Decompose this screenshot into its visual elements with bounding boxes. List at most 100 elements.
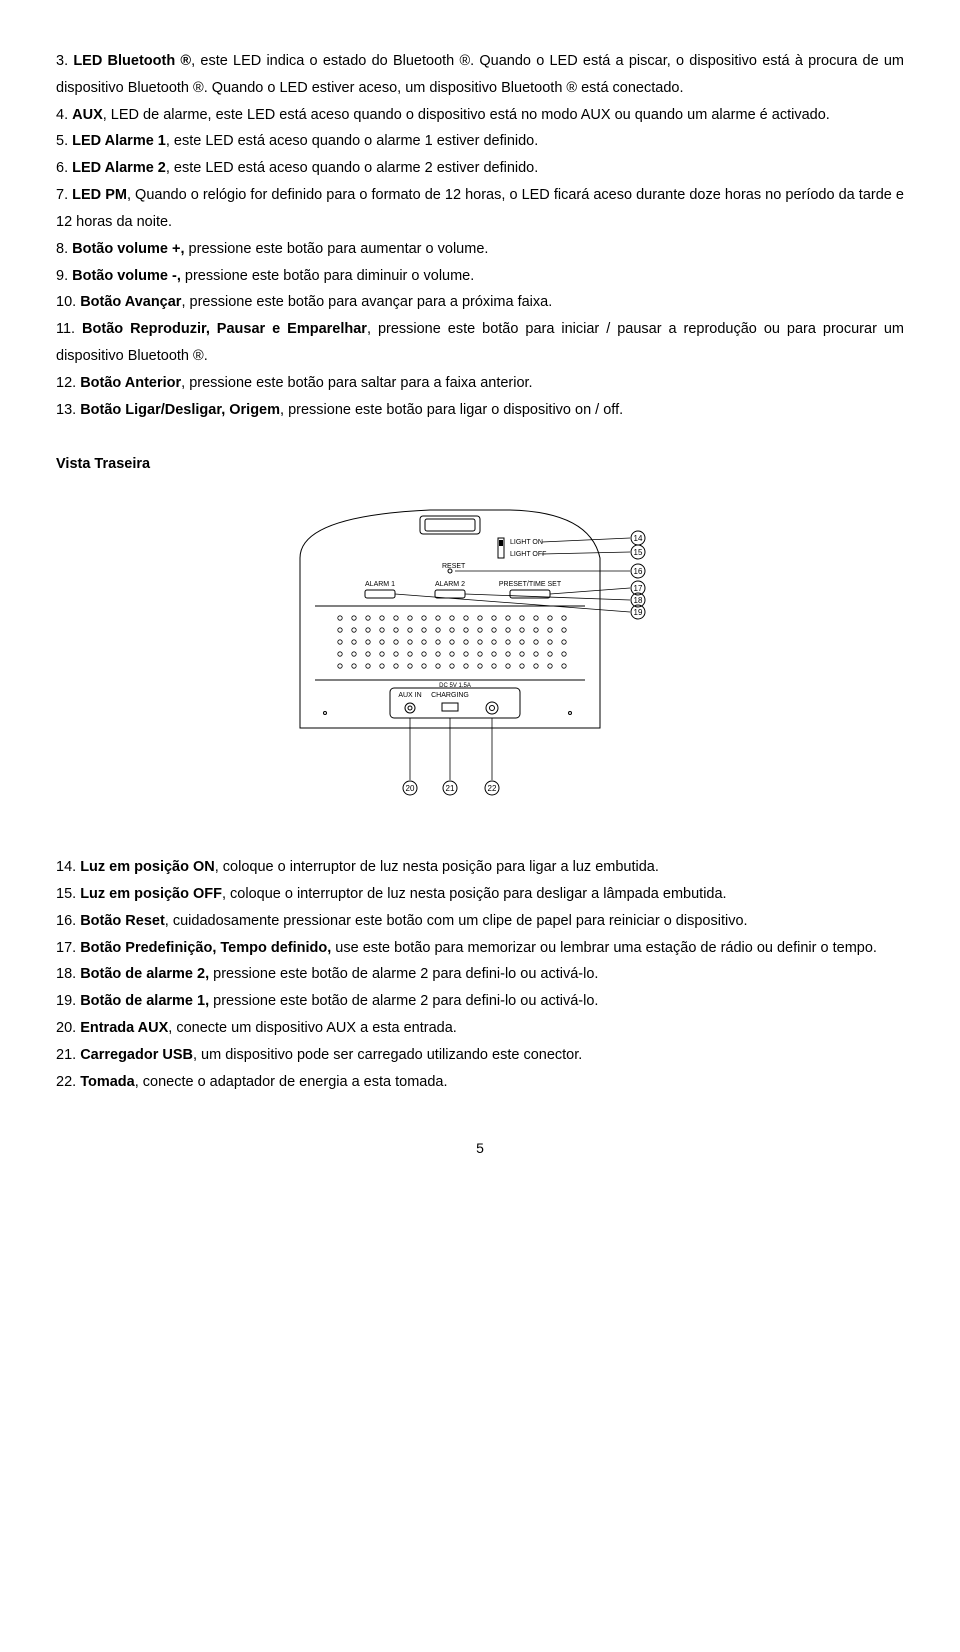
item-number: 12. — [56, 375, 80, 391]
item-number: 15. — [56, 886, 80, 902]
item-label: Luz em posição ON — [80, 859, 215, 875]
item-label: Botão volume -, — [72, 268, 181, 284]
item-number: 16. — [56, 913, 80, 929]
item-label: Botão Reset — [80, 913, 165, 929]
list-item: 7. LED PM, Quando o relógio for definido… — [56, 182, 904, 236]
item-number: 18. — [56, 966, 80, 982]
item-description: , cuidadosamente pressionar este botão c… — [165, 913, 748, 929]
item-number: 6. — [56, 160, 72, 176]
list-item: 5. LED Alarme 1, este LED está aceso qua… — [56, 128, 904, 155]
item-list-top: 3. LED Bluetooth ®, este LED indica o es… — [56, 48, 904, 423]
svg-text:14: 14 — [634, 534, 643, 543]
list-item: 10. Botão Avançar, pressione este botão … — [56, 289, 904, 316]
list-item: 22. Tomada, conecte o adaptador de energ… — [56, 1069, 904, 1096]
list-item: 3. LED Bluetooth ®, este LED indica o es… — [56, 48, 904, 102]
item-label: Botão Predefinição, Tempo definido, — [80, 940, 331, 956]
list-item: 8. Botão volume +, pressione este botão … — [56, 236, 904, 263]
item-label: LED Bluetooth ® — [73, 53, 191, 69]
item-description: use este botão para memorizar ou lembrar… — [331, 940, 877, 956]
svg-text:21: 21 — [446, 784, 455, 793]
item-number: 13. — [56, 402, 80, 418]
list-item: 20. Entrada AUX, conecte um dispositivo … — [56, 1015, 904, 1042]
svg-text:CHARGING: CHARGING — [431, 692, 469, 699]
item-description: , LED de alarme, este LED está aceso qua… — [103, 107, 830, 123]
item-description: pressione este botão para aumentar o vol… — [185, 241, 489, 257]
list-item: 13. Botão Ligar/Desligar, Origem, pressi… — [56, 397, 904, 424]
item-number: 14. — [56, 859, 80, 875]
item-list-bottom: 14. Luz em posição ON, coloque o interru… — [56, 854, 904, 1095]
item-number: 8. — [56, 241, 72, 257]
item-label: AUX — [72, 107, 103, 123]
list-item: 21. Carregador USB, um dispositivo pode … — [56, 1042, 904, 1069]
item-label: Botão de alarme 2, — [80, 966, 209, 982]
item-description: , pressione este botão para ligar o disp… — [280, 402, 623, 418]
list-item: 9. Botão volume -, pressione este botão … — [56, 263, 904, 290]
item-label: Botão Ligar/Desligar, Origem — [80, 402, 280, 418]
item-label: Botão Reproduzir, Pausar e Emparelhar — [82, 321, 367, 337]
item-number: 17. — [56, 940, 80, 956]
item-label: Tomada — [80, 1074, 135, 1090]
item-description: , coloque o interruptor de luz nesta pos… — [215, 859, 659, 875]
item-description: , Quando o relógio for definido para o f… — [56, 187, 904, 230]
svg-text:PRESET/TIME SET: PRESET/TIME SET — [499, 581, 562, 588]
item-number: 7. — [56, 187, 72, 203]
item-number: 21. — [56, 1047, 80, 1063]
item-description: , pressione este botão para saltar para … — [181, 375, 532, 391]
item-description: , este LED está aceso quando o alarme 2 … — [166, 160, 538, 176]
item-number: 4. — [56, 107, 72, 123]
svg-text:15: 15 — [634, 548, 643, 557]
page-number: 5 — [56, 1136, 904, 1162]
item-label: Botão de alarme 1, — [80, 993, 209, 1009]
item-description: , conecte o adaptador de energia a esta … — [135, 1074, 448, 1090]
item-label: Botão Avançar — [80, 294, 181, 310]
svg-text:LIGHT ON: LIGHT ON — [510, 539, 543, 546]
item-description: , um dispositivo pode ser carregado util… — [193, 1047, 582, 1063]
svg-text:LIGHT OFF: LIGHT OFF — [510, 551, 546, 558]
svg-text:19: 19 — [634, 608, 643, 617]
svg-text:16: 16 — [634, 567, 643, 576]
rear-view-diagram: LIGHT ON LIGHT OFF RESET ALARM 1 ALARM 2 PRES… — [270, 498, 690, 818]
item-number: 5. — [56, 133, 72, 149]
item-description: , coloque o interruptor de luz nesta pos… — [222, 886, 727, 902]
list-item: 16. Botão Reset, cuidadosamente pression… — [56, 908, 904, 935]
item-label: LED Alarme 1 — [72, 133, 166, 149]
item-number: 9. — [56, 268, 72, 284]
item-description: pressione este botão de alarme 2 para de… — [209, 966, 598, 982]
item-label: LED Alarme 2 — [72, 160, 166, 176]
list-item: 15. Luz em posição OFF, coloque o interr… — [56, 881, 904, 908]
item-label: LED PM — [72, 187, 127, 203]
item-number: 11. — [56, 321, 82, 337]
list-item: 11. Botão Reproduzir, Pausar e Emparelha… — [56, 316, 904, 370]
list-item: 14. Luz em posição ON, coloque o interru… — [56, 854, 904, 881]
svg-text:17: 17 — [634, 584, 643, 593]
svg-text:20: 20 — [406, 784, 415, 793]
item-label: Botão Anterior — [80, 375, 181, 391]
svg-text:AUX IN: AUX IN — [398, 692, 421, 699]
svg-text:DC 5V 1.5A: DC 5V 1.5A — [439, 683, 471, 689]
item-description: , pressione este botão para avançar para… — [181, 294, 552, 310]
item-label: Luz em posição OFF — [80, 886, 222, 902]
item-number: 19. — [56, 993, 80, 1009]
svg-text:ALARM 2: ALARM 2 — [435, 581, 465, 588]
item-label: Carregador USB — [80, 1047, 193, 1063]
list-item: 12. Botão Anterior, pressione este botão… — [56, 370, 904, 397]
item-description: pressione este botão para diminuir o vol… — [181, 268, 474, 284]
item-label: Botão volume +, — [72, 241, 184, 257]
item-number: 20. — [56, 1020, 80, 1036]
item-number: 22. — [56, 1074, 80, 1090]
item-description: , este LED está aceso quando o alarme 1 … — [166, 133, 538, 149]
list-item: 4. AUX, LED de alarme, este LED está ace… — [56, 102, 904, 129]
list-item: 18. Botão de alarme 2, pressione este bo… — [56, 961, 904, 988]
svg-text:22: 22 — [488, 784, 497, 793]
item-description: , conecte um dispositivo AUX a esta entr… — [168, 1020, 457, 1036]
svg-text:RESET: RESET — [442, 563, 466, 570]
item-label: Entrada AUX — [80, 1020, 168, 1036]
list-item: 6. LED Alarme 2, este LED está aceso qua… — [56, 155, 904, 182]
svg-text:ALARM 1: ALARM 1 — [365, 581, 395, 588]
list-item: 19. Botão de alarme 1, pressione este bo… — [56, 988, 904, 1015]
item-number: 10. — [56, 294, 80, 310]
heading-rear-view: Vista Traseira — [56, 451, 904, 478]
svg-text:18: 18 — [634, 596, 643, 605]
item-description: pressione este botão de alarme 2 para de… — [209, 993, 598, 1009]
item-number: 3. — [56, 53, 73, 69]
